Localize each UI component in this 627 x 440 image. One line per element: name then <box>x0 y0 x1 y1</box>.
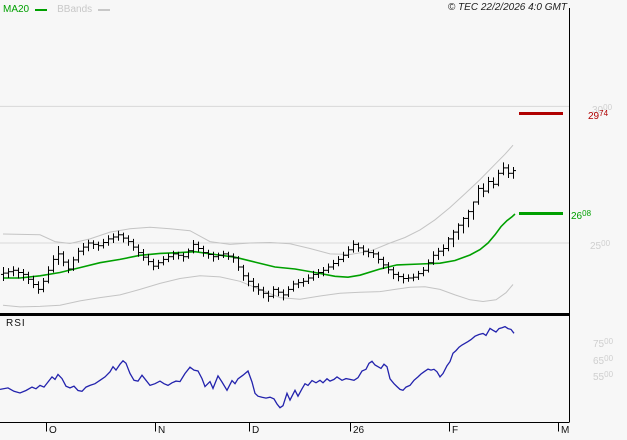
x-axis-label-january26: 26 <box>353 425 365 436</box>
support-label-2608: 2608 <box>571 209 592 222</box>
indicator-legend: MA20 BBands <box>3 4 116 15</box>
bbands-dash-icon <box>98 8 111 11</box>
x-axis-label-december: D <box>252 425 260 436</box>
resistance-label-2974: 2974 <box>588 109 609 122</box>
ma20-legend-label: MA20 <box>3 4 30 15</box>
rsi-label-6500: 6500 <box>593 354 614 367</box>
bbands-legend-label: BBands <box>57 4 93 15</box>
ma20-dash-icon <box>35 8 48 11</box>
x-axis-label-october: O <box>49 425 57 436</box>
rsi-label-7500: 7500 <box>593 337 614 350</box>
x-axis-label-february: F <box>452 425 459 436</box>
x-axis-label-march: M <box>561 425 570 436</box>
copyright-text: © TEC 22/2/2026 4:0 GMT <box>447 2 567 13</box>
price-label-3000: 3000 <box>592 103 613 116</box>
rsi-panel-title: RSI <box>6 318 26 329</box>
rsi-label-5500: 5500 <box>593 370 614 383</box>
price-label-2500: 2500 <box>590 239 611 252</box>
x-axis-label-november: N <box>158 425 166 436</box>
